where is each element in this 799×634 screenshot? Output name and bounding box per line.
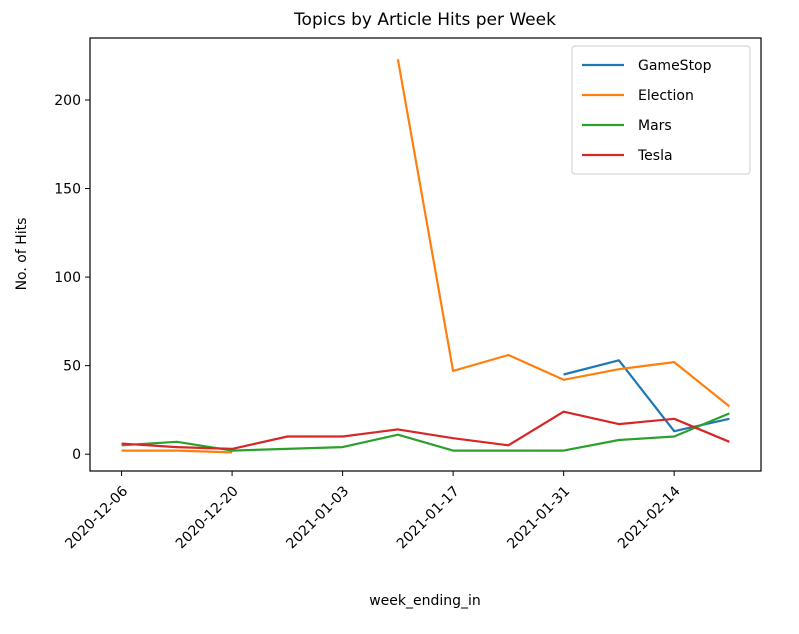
series-line-tesla	[121, 410, 730, 450]
x-tick-label: 2021-02-14	[615, 483, 684, 552]
x-tick-label: 2020-12-06	[62, 483, 131, 552]
x-tick-label: 2020-12-20	[173, 483, 242, 552]
x-tick-label: 2021-01-31	[504, 483, 573, 552]
y-axis-title: No. of Hits	[14, 218, 30, 291]
plot-frame	[89, 37, 762, 472]
series-line-election-2	[396, 59, 731, 408]
legend-label-election: Election	[638, 88, 694, 104]
chart-title: Topics by Article Hits per Week	[293, 10, 556, 30]
y-tick-label: 0	[72, 447, 81, 463]
y-tick-label: 50	[63, 359, 81, 375]
y-tick-label: 150	[54, 182, 81, 198]
legend-label-mars: Mars	[638, 118, 672, 134]
y-axis: 0 50 100 150 200	[54, 93, 90, 463]
plot-area	[121, 59, 731, 454]
series-line-mars	[121, 412, 730, 452]
series-line-election-1	[121, 449, 233, 454]
legend-label-tesla: Tesla	[637, 148, 673, 164]
legend-label-gamestop: GameStop	[638, 58, 712, 74]
legend: GameStop Election Mars Tesla	[571, 45, 751, 175]
x-axis: 2020-12-06 2020-12-20 2021-01-03 2021-01-17…	[62, 471, 684, 552]
x-tick-label: 2021-01-03	[283, 483, 352, 552]
y-tick-label: 100	[54, 270, 81, 286]
x-axis-title: week_ending_in	[369, 593, 481, 609]
x-tick-label: 2021-01-17	[394, 483, 463, 552]
y-tick-label: 200	[54, 93, 81, 109]
legend-box	[571, 45, 751, 175]
